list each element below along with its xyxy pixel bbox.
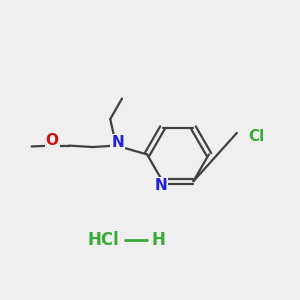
- Text: N: N: [155, 178, 167, 193]
- Text: HCl: HCl: [87, 231, 119, 249]
- Text: N: N: [111, 135, 124, 150]
- Text: H: H: [152, 231, 165, 249]
- Text: O: O: [46, 133, 59, 148]
- Text: Cl: Cl: [248, 129, 264, 144]
